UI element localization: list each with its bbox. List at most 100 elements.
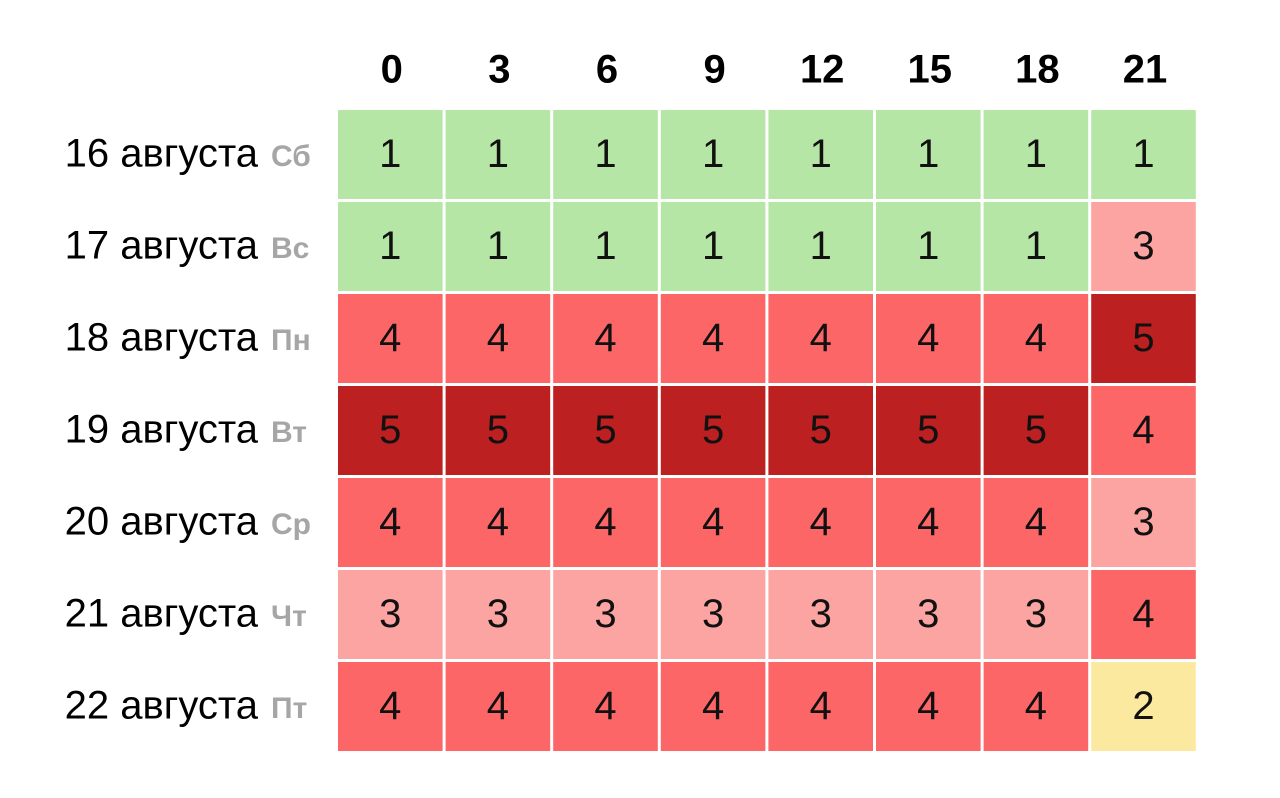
cell-value: 5 — [487, 408, 509, 452]
cell-fill — [660, 662, 766, 751]
cell-value: 5 — [1132, 316, 1154, 360]
date-label: 17 августа — [65, 224, 259, 268]
heatmap-cell: 4 — [768, 662, 873, 751]
heatmap-cell: 1 — [445, 202, 551, 291]
cell-fill — [553, 386, 658, 475]
cell-fill — [660, 110, 766, 199]
cell-fill — [876, 386, 981, 475]
cell-fill — [1091, 570, 1196, 659]
row-labels: 16 августа Сб 17 августа Вс 18 августа Пн 19 а… — [65, 132, 311, 728]
cell-value: 3 — [1132, 500, 1154, 544]
heatmap-cell: 5 — [768, 386, 873, 475]
heatmap-cell: 5 — [445, 386, 551, 475]
cell-fill — [660, 294, 766, 383]
weekday-label: Сб — [271, 140, 311, 173]
hour-label-21: 21 — [1123, 48, 1168, 92]
cell-value: 4 — [702, 500, 724, 544]
cell-value: 3 — [594, 592, 616, 636]
heatmap-cell: 3 — [338, 570, 443, 659]
heatmap-cell: 4 — [553, 662, 658, 751]
cell-fill — [338, 110, 443, 199]
heatmap-cell: 1 — [983, 110, 1089, 199]
row-label: 22 августа Пт — [65, 684, 308, 728]
heatmap-cell: 4 — [876, 478, 981, 567]
hour-label-3: 3 — [488, 48, 510, 92]
cell-fill — [445, 570, 551, 659]
cell-value: 4 — [1132, 408, 1154, 452]
cell-value: 4 — [810, 500, 832, 544]
cell-value: 4 — [487, 500, 509, 544]
heatmap-cell: 4 — [338, 478, 443, 567]
date-label: 16 августа — [65, 132, 259, 176]
cell-value: 5 — [1025, 408, 1047, 452]
cell-fill — [876, 570, 981, 659]
cell-value: 4 — [702, 684, 724, 728]
heatmap-cell: 1 — [660, 202, 766, 291]
cell-value: 4 — [917, 500, 939, 544]
cell-value: 3 — [810, 592, 832, 636]
cell-fill — [445, 386, 551, 475]
row-label: 17 августа Вс — [65, 224, 310, 268]
heatmap-cell: 1 — [768, 110, 873, 199]
cell-value: 1 — [702, 224, 724, 268]
cell-value: 4 — [917, 316, 939, 360]
cell-value: 5 — [810, 408, 832, 452]
heatmap-cell: 1 — [876, 110, 981, 199]
cell-fill — [338, 202, 443, 291]
weekday-label: Ср — [271, 508, 311, 541]
heatmap-cell: 3 — [1091, 478, 1196, 567]
cell-fill — [983, 570, 1089, 659]
heatmap-cell: 3 — [660, 570, 766, 659]
heatmap-cell: 1 — [876, 202, 981, 291]
row-label: 20 августа Ср — [65, 500, 311, 544]
heatmap-cell: 4 — [553, 294, 658, 383]
cell-fill — [1091, 662, 1196, 751]
cell-value: 1 — [1132, 132, 1154, 176]
cell-fill — [553, 662, 658, 751]
hour-label-9: 9 — [703, 48, 725, 92]
cell-value: 5 — [379, 408, 401, 452]
heatmap-cell: 5 — [553, 386, 658, 475]
cell-fill — [768, 110, 873, 199]
heatmap-cell: 4 — [1091, 386, 1196, 475]
cell-fill — [338, 662, 443, 751]
cell-fill — [660, 386, 766, 475]
cell-value: 4 — [594, 500, 616, 544]
weekday-label: Пн — [271, 324, 311, 357]
cell-fill — [1091, 294, 1196, 383]
heatmap-cell: 3 — [445, 570, 551, 659]
cell-value: 1 — [1025, 224, 1047, 268]
cell-value: 1 — [702, 132, 724, 176]
cell-fill — [1091, 386, 1196, 475]
heatmap-cell: 3 — [1091, 202, 1196, 291]
cell-fill — [1091, 478, 1196, 567]
cell-fill — [660, 478, 766, 567]
row-label: 21 августа Чт — [65, 592, 307, 636]
heatmap-cell: 5 — [983, 386, 1089, 475]
heatmap-cell: 4 — [983, 662, 1089, 751]
heatmap-cell: 4 — [876, 662, 981, 751]
cell-value: 1 — [917, 224, 939, 268]
cell-fill — [768, 478, 873, 567]
cell-value: 1 — [379, 132, 401, 176]
hour-label-0: 0 — [381, 48, 403, 92]
heatmap-cell: 3 — [876, 570, 981, 659]
cell-fill — [445, 202, 551, 291]
cell-fill — [983, 110, 1089, 199]
hour-label-6: 6 — [596, 48, 618, 92]
heatmap-cell: 5 — [876, 386, 981, 475]
heatmap-cell: 4 — [445, 662, 551, 751]
cell-fill — [553, 202, 658, 291]
cell-fill — [983, 202, 1089, 291]
heatmap-cells: 1 1 1 1 1 1 1 1 1 1 1 1 1 1 1 3 4 4 4 4 4 4 4 5 5 5 5 5 5 5 5 4 4 4 4 4 4 4 4 3… — [338, 110, 1196, 751]
date-label: 21 августа — [65, 592, 259, 636]
cell-value: 1 — [810, 132, 832, 176]
cell-value: 5 — [594, 408, 616, 452]
cell-value: 4 — [1025, 500, 1047, 544]
cell-value: 4 — [379, 684, 401, 728]
cell-value: 4 — [917, 684, 939, 728]
cell-fill — [876, 294, 981, 383]
heatmap-cell: 4 — [983, 478, 1089, 567]
cell-value: 4 — [487, 316, 509, 360]
